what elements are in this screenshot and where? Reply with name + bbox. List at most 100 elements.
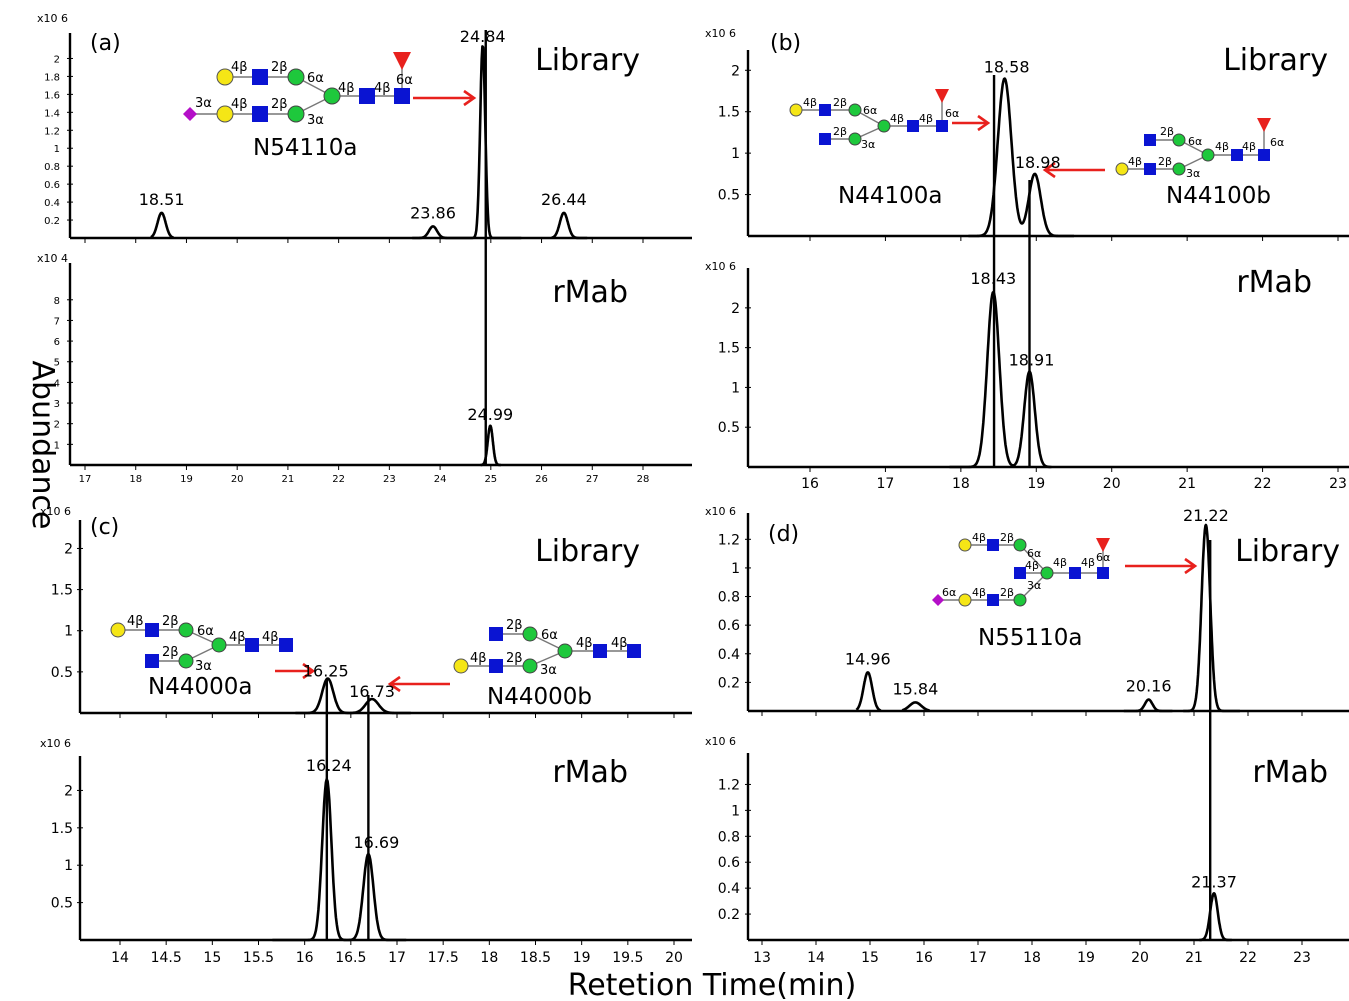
series-label-rmab: rMab (1252, 755, 1328, 790)
linkage-label: 2β (1158, 155, 1172, 168)
peak-label: 18.91 (1009, 351, 1055, 370)
glcnac-square (245, 638, 259, 652)
y-tick-label: 3 (54, 399, 60, 410)
galactose-circle (216, 105, 234, 123)
glcnac-square (1144, 134, 1156, 146)
mannose-circle (211, 637, 227, 653)
mannose-circle (1040, 566, 1054, 580)
linkage-label: 4β (890, 112, 904, 125)
x-tick-label: 18 (480, 950, 498, 966)
x-tick-label: 14 (111, 950, 129, 966)
y-tick-label: 1.6 (44, 90, 60, 101)
y-tick-label: 1 (731, 561, 740, 577)
y-tick-label: 1 (731, 380, 740, 396)
linkage-label: 4β (1025, 559, 1039, 572)
linkage-label: 2β (506, 618, 523, 633)
mannose-circle (1201, 148, 1215, 162)
y-tick-label: 4 (54, 378, 60, 389)
peak-label: 21.22 (1183, 506, 1229, 525)
y-tick-label: 0.5 (718, 188, 740, 204)
galactose-circle (110, 622, 126, 638)
peak-label: 20.16 (1126, 677, 1172, 696)
y-multiplier: x10 6 (705, 505, 736, 518)
glycan-name: N55110a (978, 625, 1082, 651)
peak-label: 15.84 (892, 679, 938, 698)
x-tick-label: 14.5 (151, 950, 182, 966)
y-tick-label: 2 (64, 783, 73, 799)
glycan-structure: 4β 2β 6α 2β 3α 4β 4β 6α N44100a (789, 89, 991, 209)
y-tick-label: 6 (54, 337, 60, 348)
linkage-label: 3α (861, 138, 875, 151)
peak-label: 21.37 (1191, 872, 1237, 891)
galactose-circle (216, 68, 234, 86)
x-tick-label: 16.5 (335, 950, 366, 966)
red-arrow-head (1184, 557, 1198, 575)
glcnac-square (1231, 149, 1243, 161)
linkage-label: 2β (162, 645, 179, 660)
mannose-circle (1172, 162, 1186, 176)
galactose-circle (958, 538, 972, 552)
chromatogram-trace (967, 77, 1075, 238)
x-tick-label: 16 (915, 950, 933, 966)
y-tick-label: 0.5 (51, 665, 73, 681)
linkage-label: 4β (611, 636, 628, 651)
linkage-label: 4β (231, 60, 248, 75)
x-tick-label: 20 (665, 950, 683, 966)
peak-label: 24.84 (460, 27, 506, 46)
galactose-circle (453, 658, 469, 674)
x-tick-label: 25 (484, 474, 497, 485)
y-axis-label: Abundance (25, 361, 60, 530)
x-tick-label: 21 (1178, 476, 1196, 492)
x-tick-label: 23 (1293, 950, 1311, 966)
panel-letter: (b) (770, 31, 801, 56)
mannose-circle (1172, 133, 1186, 147)
linkage-label: 2β (1160, 125, 1174, 138)
y-tick-label: 0.5 (718, 420, 740, 436)
glcnac-square (1014, 567, 1026, 579)
peak-label: 16.69 (353, 833, 399, 852)
x-axis-label: Retetion Time(min) (568, 968, 857, 1001)
mannose-circle (323, 87, 341, 105)
x-tick-label: 19 (1027, 476, 1045, 492)
x-tick-label: 19 (180, 474, 193, 485)
peak-label: 24.99 (467, 405, 513, 424)
series-label-library: Library (1235, 534, 1340, 569)
y-tick-label: 0.8 (718, 829, 740, 845)
peak-label: 16.25 (303, 661, 349, 680)
y-tick-label: 0.2 (44, 216, 60, 227)
glycan-structure: 2β 6α 4β 2β 3α 4β 4β 6α N44100b (1042, 118, 1284, 209)
glcnac-square (394, 88, 410, 104)
x-tick-label: 15 (861, 950, 879, 966)
peak-label: 18.51 (139, 190, 185, 209)
linkage-label: 3α (195, 96, 212, 111)
x-tick-label: 27 (586, 474, 599, 485)
glcnac-square (279, 638, 293, 652)
y-tick-label: 0.4 (718, 647, 740, 663)
axes-layer (67, 33, 1349, 945)
glycan-name: N44100b (1166, 183, 1271, 209)
y-tick-label: 0.6 (44, 180, 60, 191)
glcnac-square (359, 88, 375, 104)
linkage-label: 4β (231, 97, 248, 112)
linkage-label: 3α (540, 663, 557, 678)
x-tick-label: 17 (877, 476, 895, 492)
linkage-label: 4β (919, 112, 933, 125)
y-tick-label: 0.2 (718, 675, 740, 691)
peak-label: 18.58 (984, 58, 1030, 77)
y-tick-label: 1 (64, 858, 73, 874)
y-tick-label: 1 (54, 440, 60, 451)
glcnac-square (987, 594, 999, 606)
glycan-name: N44000b (487, 684, 592, 710)
glcnac-square (145, 654, 159, 668)
linkage-label: 6α (1270, 136, 1284, 149)
linkage-label: 4β (803, 96, 817, 109)
chromatogram-trace (479, 424, 503, 467)
x-tick-label: 23 (1329, 476, 1347, 492)
linkage-label: 6α (1096, 551, 1110, 564)
y-tick-label: 8 (54, 296, 60, 307)
x-tick-label: 17 (388, 950, 406, 966)
y-tick-label: 5 (54, 358, 60, 369)
x-tick-label: 28 (637, 474, 650, 485)
x-tick-label: 16 (296, 950, 314, 966)
